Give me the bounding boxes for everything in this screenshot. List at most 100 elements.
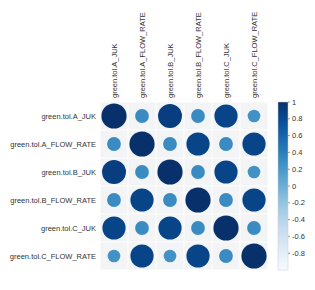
- colorbar-ticks: 1 0.8 0.6 0.4 0.2 0 -0.2 -0.4 -0.6 -0.8: [288, 98, 305, 258]
- correlation-circle: [214, 160, 237, 183]
- cell-background: [157, 243, 184, 270]
- cell-background: [185, 243, 212, 270]
- cell-background: [185, 159, 212, 186]
- cell-background: [213, 159, 240, 186]
- y-tick-label: green.tol.A_JUK: [41, 112, 96, 121]
- cell-background: [101, 159, 128, 186]
- colorbar-tick: [288, 152, 290, 153]
- colorbar-tick: [288, 102, 290, 103]
- cell-background: [241, 187, 268, 214]
- cell-background: [241, 215, 268, 242]
- colorbar: [278, 102, 288, 270]
- x-tick-label: green.tol.C_JUK: [222, 43, 231, 98]
- cell-background: [129, 103, 156, 130]
- colorbar-tick: [288, 253, 290, 254]
- cell-background: [157, 103, 184, 130]
- cell-background: [213, 131, 240, 158]
- colorbar-tick: [288, 118, 290, 119]
- correlation-circle: [185, 187, 210, 212]
- colorbar-tick-label: 0.4: [292, 148, 302, 157]
- correlation-circle: [191, 165, 205, 179]
- correlation-circle: [130, 188, 153, 211]
- cell-background: [101, 187, 128, 214]
- y-tick-label: green.tol.B_JUK: [41, 168, 96, 177]
- cell-background: [157, 215, 184, 242]
- cell-background: [157, 131, 184, 158]
- cell-background: [129, 215, 156, 242]
- cell-backgrounds: [101, 103, 268, 270]
- correlation-circle: [186, 132, 209, 155]
- correlation-circle: [191, 109, 205, 123]
- marks: [101, 103, 266, 268]
- colorbar-tick: [288, 169, 290, 170]
- correlation-circle: [186, 244, 209, 267]
- x-tick-labels: green.tol.A_JUK green.tol.A_FLOW_RATE gree…: [110, 12, 259, 98]
- cell-background: [101, 131, 128, 158]
- cell-background: [213, 103, 240, 130]
- correlation-circle: [219, 137, 233, 151]
- cell-background: [185, 215, 212, 242]
- correlation-circle: [130, 244, 153, 267]
- cell-background: [129, 131, 156, 158]
- correlation-circle: [242, 132, 265, 155]
- cell-background: [185, 187, 212, 214]
- cell-background: [241, 159, 268, 186]
- cell-background: [101, 243, 128, 270]
- correlation-circle: [214, 104, 237, 127]
- x-tick-label: green.tol.B_FLOW_RATE: [194, 12, 203, 98]
- cell-background: [213, 215, 240, 242]
- correlation-circle: [158, 104, 182, 128]
- colorbar-tick-label: 0.6: [292, 131, 302, 140]
- correlation-circle: [163, 193, 177, 207]
- cell-background: [129, 159, 156, 186]
- cell-background: [241, 131, 268, 158]
- cell-background: [101, 103, 128, 130]
- chart-container: green.tol.A_JUKgreen.tol.A_FLOW_RATEgree…: [0, 0, 315, 290]
- cell-background: [185, 103, 212, 130]
- correlation-circle: [247, 221, 261, 235]
- cell-background: [129, 187, 156, 214]
- correlation-circle: [107, 193, 121, 207]
- cell-background: [157, 159, 184, 186]
- correlation-circle: [213, 215, 238, 240]
- correlation-circle: [241, 243, 266, 268]
- colorbar-tick-label: -0.8: [292, 249, 305, 258]
- correlation-circle: [219, 249, 233, 263]
- correlation-circle: [102, 216, 125, 239]
- correlation-circle: [129, 131, 154, 156]
- chart: green.tol.A_JUKgreen.tol.A_FLOW_RATEgree…: [0, 0, 315, 290]
- cell-background: [213, 243, 240, 270]
- colorbar-tick: [288, 202, 290, 203]
- cell-background: [157, 187, 184, 214]
- correlation-circle: [158, 216, 181, 239]
- cell-background: [241, 103, 268, 130]
- colorbar-tick-label: -0.2: [292, 198, 305, 207]
- correlation-circle: [164, 250, 177, 263]
- x-tick-label: green.tol.B_JUK: [166, 43, 175, 98]
- x-tick-label: green.tol.A_JUK: [110, 43, 119, 98]
- colorbar-tick-label: 1: [292, 98, 296, 107]
- correlation-circle: [242, 188, 265, 211]
- colorbar-tick-label: 0: [292, 182, 296, 191]
- correlation-circle: [135, 109, 149, 123]
- x-tick-label: green.tol.C_FLOW_RATE: [250, 12, 259, 98]
- colorbar-tick-label: -0.6: [292, 232, 305, 241]
- colorbar-tick-label: 0.2: [292, 165, 302, 174]
- cell-background: [241, 243, 268, 270]
- cell-background: [101, 215, 128, 242]
- colorbar-tick-label: -0.4: [292, 215, 305, 224]
- y-tick-label: green.tol.C_FLOW_RATE: [10, 252, 96, 261]
- correlation-circle: [101, 103, 126, 128]
- correlation-circle: [157, 159, 182, 184]
- correlation-circle: [248, 110, 261, 123]
- colorbar-tick: [288, 186, 290, 187]
- correlation-circle: [135, 165, 149, 179]
- cell-background: [129, 243, 156, 270]
- x-tick-label: green.tol.A_FLOW_RATE: [138, 12, 147, 98]
- correlation-circle: [108, 250, 121, 263]
- correlation-circle: [135, 221, 149, 235]
- colorbar-tick-label: 0.8: [292, 114, 302, 123]
- correlation-circle: [191, 221, 205, 235]
- y-tick-label: green.tol.B_FLOW_RATE: [10, 196, 96, 205]
- correlation-circle: [102, 160, 126, 184]
